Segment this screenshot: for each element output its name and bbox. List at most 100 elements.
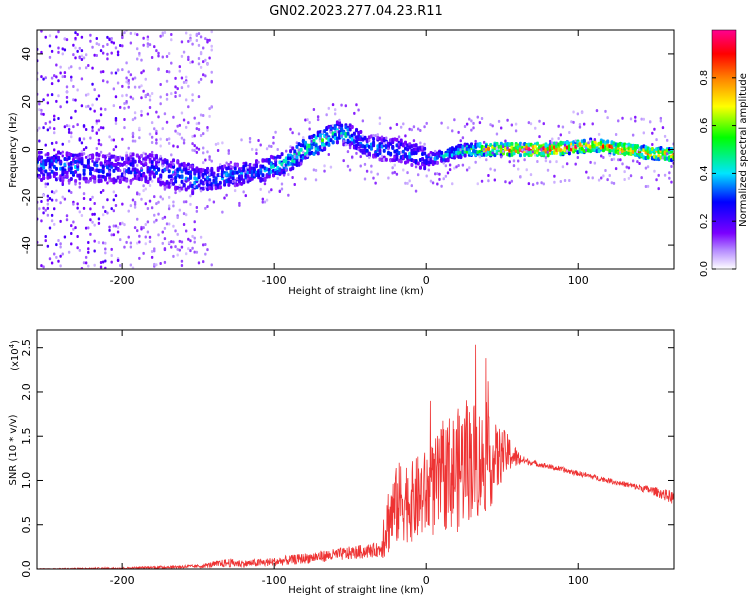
spectrogram-cell: [663, 134, 667, 138]
colorbar: 0.0 0.2 0.4 0.6 0.8 Normalized spectral ampl…: [699, 29, 749, 277]
spectrogram-cell: [176, 124, 179, 128]
spectrogram-cell: [46, 128, 50, 132]
spectrogram-cell: [259, 187, 262, 191]
spectrogram-cell: [121, 202, 124, 206]
spectrogram-cell: [227, 149, 230, 153]
spectrogram-cell: [308, 127, 311, 131]
spectrogram-cell: [53, 131, 56, 135]
spectrogram-cell: [248, 140, 252, 144]
spectrogram-cell: [197, 80, 201, 84]
spectrogram-cell: [402, 168, 405, 172]
spectrogram-cell: [659, 119, 663, 123]
spectrogram-cell: [231, 179, 235, 183]
spectrogram-cell: [208, 198, 211, 202]
spectrogram-cell: [161, 197, 164, 201]
spectrogram-cell: [372, 133, 375, 137]
spectrogram-cell: [153, 195, 156, 199]
spectrogram-cell: [129, 31, 133, 35]
spectrogram-cell: [110, 233, 113, 237]
spectrogram-cell: [155, 141, 158, 145]
spectrogram-cell: [261, 197, 265, 201]
spectrogram-cell: [565, 149, 569, 153]
spectrogram-cell: [150, 153, 154, 158]
spectrogram-cell: [536, 181, 539, 185]
spectrogram-cell: [459, 139, 462, 143]
spectrogram-cell: [70, 224, 73, 228]
spectrogram-cell: [518, 141, 522, 146]
spectrogram-cell: [163, 260, 167, 264]
spectrogram-cell: [161, 33, 164, 37]
spectrogram-cell: [44, 153, 47, 157]
spectrogram-cell: [257, 173, 261, 178]
spectrogram-cell: [161, 164, 164, 168]
spectrogram-cell: [142, 151, 145, 155]
spectrogram-cell: [644, 166, 648, 170]
spectrogram-cell: [323, 146, 327, 151]
spectrogram-cell: [657, 173, 660, 177]
spectrogram-cell: [131, 118, 135, 122]
spectrogram-cell: [489, 167, 492, 171]
spectrogram-cell: [331, 103, 335, 107]
spectrogram-cell: [655, 138, 658, 142]
spectrogram-cell: [86, 158, 90, 163]
spectrogram-cell: [112, 224, 116, 228]
spectrogram-cell: [93, 179, 97, 184]
spectrogram-cell: [561, 165, 565, 169]
spectrogram-cell: [299, 147, 303, 152]
spectrogram-cell: [512, 159, 516, 163]
spectrogram-cell: [365, 138, 369, 143]
spectrogram-cell: [548, 160, 552, 164]
spectrogram-cell: [184, 213, 188, 217]
spectrogram-cell: [259, 170, 263, 175]
spectrogram-cell: [42, 165, 46, 170]
spectrogram-cell: [202, 114, 205, 118]
spectrogram-cell: [476, 115, 479, 119]
spectrogram-cell: [625, 144, 628, 148]
spectrogram-cell: [127, 105, 130, 109]
spectrogram-cell: [627, 176, 631, 180]
spectrogram-cell: [372, 176, 375, 180]
spectrogram-cell: [165, 167, 169, 171]
spectrogram-cell: [167, 207, 171, 211]
spectrogram-cell: [144, 77, 147, 81]
spectrogram-cell: [208, 56, 211, 60]
spectrogram-cell: [646, 184, 650, 188]
spectrogram-cell: [38, 207, 41, 211]
spectrogram-cell: [582, 138, 586, 143]
spectrogram-cell: [101, 260, 105, 264]
spectrogram-cell: [159, 34, 162, 38]
spectrogram-cell: [261, 173, 265, 178]
spectrogram-cell: [591, 176, 594, 180]
spectrogram-cell: [189, 38, 192, 42]
spectrogram-cell: [189, 202, 192, 206]
spectrogram-cell: [521, 148, 524, 152]
spectrogram-cell: [48, 197, 52, 201]
spectrogram-cell: [401, 149, 405, 154]
spectrogram-cell: [82, 261, 86, 265]
spectrogram-cell: [189, 239, 192, 243]
spectrogram-cell: [176, 215, 179, 219]
spectrogram-cell: [444, 174, 448, 178]
spectrogram-cell: [155, 263, 158, 267]
spectrogram-cell: [123, 102, 126, 106]
spectrogram-cell: [101, 79, 105, 83]
spectrogram-cell: [657, 187, 660, 191]
spectrogram-cell: [206, 166, 210, 171]
spectrogram-cell: [223, 196, 226, 200]
spectrogram-cell: [553, 180, 556, 184]
spectrogram-cell: [127, 167, 131, 172]
spectrogram-cell: [148, 157, 152, 162]
spectrogram-cell: [63, 48, 67, 52]
spectrogram-cell: [76, 202, 79, 206]
spectrogram-cell: [370, 170, 373, 174]
spectrogram-cell: [478, 141, 482, 146]
spectrogram-cell: [561, 125, 565, 129]
spectrogram-cell: [351, 155, 354, 159]
spectrogram-cell: [487, 174, 490, 178]
spectrogram-cell: [93, 201, 96, 205]
spectrogram-cell: [172, 158, 176, 163]
spectrogram-cell: [201, 181, 205, 186]
spectrogram-cell: [180, 86, 184, 90]
spectrogram-cell: [169, 174, 173, 179]
